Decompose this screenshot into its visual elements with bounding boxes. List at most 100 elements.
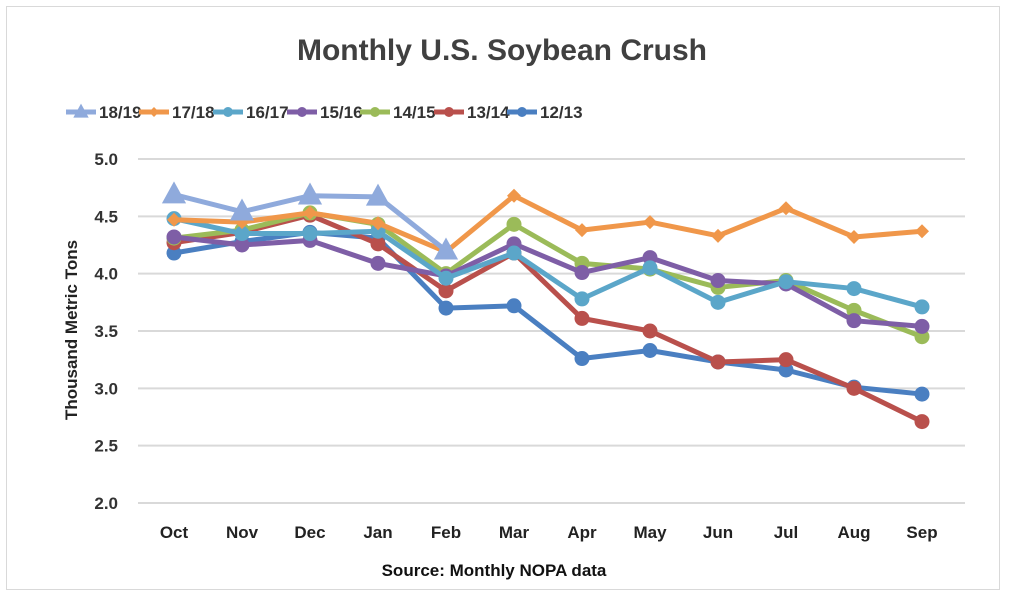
data-point-marker: [846, 302, 862, 318]
data-point-marker: [161, 181, 187, 204]
data-point-marker: [710, 294, 726, 310]
data-point-marker: [642, 250, 658, 266]
x-tick-label: May: [633, 523, 667, 542]
data-point-marker: [303, 205, 317, 220]
data-point-marker: [166, 245, 182, 261]
data-point-marker: [73, 103, 89, 118]
data-point-marker: [847, 229, 861, 244]
series-line: [173, 193, 923, 255]
x-axis-label: Source: Monthly NOPA data: [382, 561, 607, 580]
data-point-marker: [711, 228, 725, 243]
y-tick-label: 3.5: [94, 322, 118, 341]
y-tick-label: 2.5: [94, 437, 118, 456]
data-point-marker: [370, 255, 386, 271]
data-point-marker: [297, 182, 323, 205]
data-point-marker: [166, 229, 182, 245]
data-point-marker: [365, 183, 391, 206]
y-tick-label: 4.0: [94, 265, 118, 284]
legend-label: 17/18: [172, 103, 215, 122]
data-point-marker: [297, 107, 307, 117]
data-point-marker: [778, 352, 794, 368]
data-point-marker: [223, 107, 233, 117]
data-point-marker: [710, 273, 726, 289]
data-point-marker: [433, 237, 459, 260]
data-point-marker: [778, 274, 794, 290]
legend-label: 15/16: [320, 103, 363, 122]
series-16-17: [166, 211, 930, 315]
data-point-marker: [370, 107, 380, 117]
x-tick-label: Dec: [294, 523, 325, 542]
data-point-marker: [574, 310, 590, 326]
data-point-marker: [234, 226, 250, 242]
x-tick-label: Aug: [837, 523, 870, 542]
data-point-marker: [914, 318, 930, 334]
data-point-marker: [302, 226, 318, 242]
x-axis-ticks: Oct Nov Dec Jan Feb Mar Apr May Jun Jul Aug Sep: [160, 523, 938, 542]
legend-item: 14/15: [360, 103, 436, 122]
data-point-marker: [149, 107, 159, 117]
legend-label: 18/19: [99, 103, 142, 122]
y-tick-label: 2.0: [94, 494, 118, 513]
data-point-marker: [914, 329, 930, 345]
x-tick-label: Jun: [703, 523, 733, 542]
data-point-marker: [506, 245, 522, 261]
series-group: [161, 181, 930, 430]
legend-label: 12/13: [540, 103, 583, 122]
series-line: [173, 234, 923, 329]
series-17-18: [167, 188, 929, 259]
data-point-marker: [371, 216, 385, 231]
legend: 18/19 17/18 16/17 15/16 14/15 13/14 12/13: [66, 103, 583, 122]
data-point-marker: [915, 224, 929, 239]
chart-title: Monthly U.S. Soybean Crush: [297, 34, 707, 67]
legend-item: 17/18: [139, 103, 215, 122]
chart-frame: [6, 6, 1000, 590]
legend-item: 12/13: [507, 103, 583, 122]
data-point-marker: [642, 342, 658, 358]
legend-label: 16/17: [246, 103, 289, 122]
series-line: [173, 216, 923, 310]
y-axis-label: Thousand Metric Tons: [62, 240, 81, 420]
data-point-marker: [229, 198, 255, 221]
data-point-marker: [507, 188, 521, 203]
legend-label: 13/14: [467, 103, 510, 122]
data-point-marker: [438, 283, 454, 299]
data-point-marker: [914, 386, 930, 402]
legend-item: 13/14: [434, 103, 510, 122]
y-tick-label: 3.0: [94, 379, 118, 398]
data-point-marker: [506, 216, 522, 232]
legend-item: 15/16: [287, 103, 363, 122]
legend-item: 16/17: [213, 103, 289, 122]
gridlines: [138, 158, 965, 504]
data-point-marker: [846, 313, 862, 329]
data-point-marker: [574, 351, 590, 367]
x-tick-label: Feb: [431, 523, 461, 542]
data-point-marker: [444, 107, 454, 117]
data-point-marker: [779, 201, 793, 216]
data-point-marker: [778, 362, 794, 378]
x-tick-label: Jan: [363, 523, 392, 542]
series-12-13: [166, 224, 930, 402]
x-tick-label: Apr: [567, 523, 597, 542]
y-axis-ticks: 2.0 2.5 3.0 3.5 4.0 4.5 5.0: [94, 150, 118, 513]
x-tick-label: Jul: [774, 523, 799, 542]
x-tick-label: Nov: [226, 523, 259, 542]
data-point-marker: [234, 237, 250, 253]
data-point-marker: [846, 380, 862, 396]
data-point-marker: [167, 212, 181, 227]
data-point-marker: [846, 281, 862, 297]
y-tick-label: 4.5: [94, 207, 118, 226]
x-tick-label: Mar: [499, 523, 530, 542]
data-point-marker: [914, 414, 930, 430]
series-18-19: [161, 181, 459, 260]
data-point-marker: [506, 298, 522, 314]
y-tick-label: 5.0: [94, 150, 118, 169]
data-point-marker: [438, 270, 454, 286]
data-point-marker: [370, 236, 386, 252]
data-point-marker: [517, 107, 527, 117]
data-point-marker: [642, 323, 658, 339]
data-point-marker: [710, 354, 726, 370]
data-point-marker: [643, 215, 657, 230]
data-point-marker: [438, 300, 454, 316]
